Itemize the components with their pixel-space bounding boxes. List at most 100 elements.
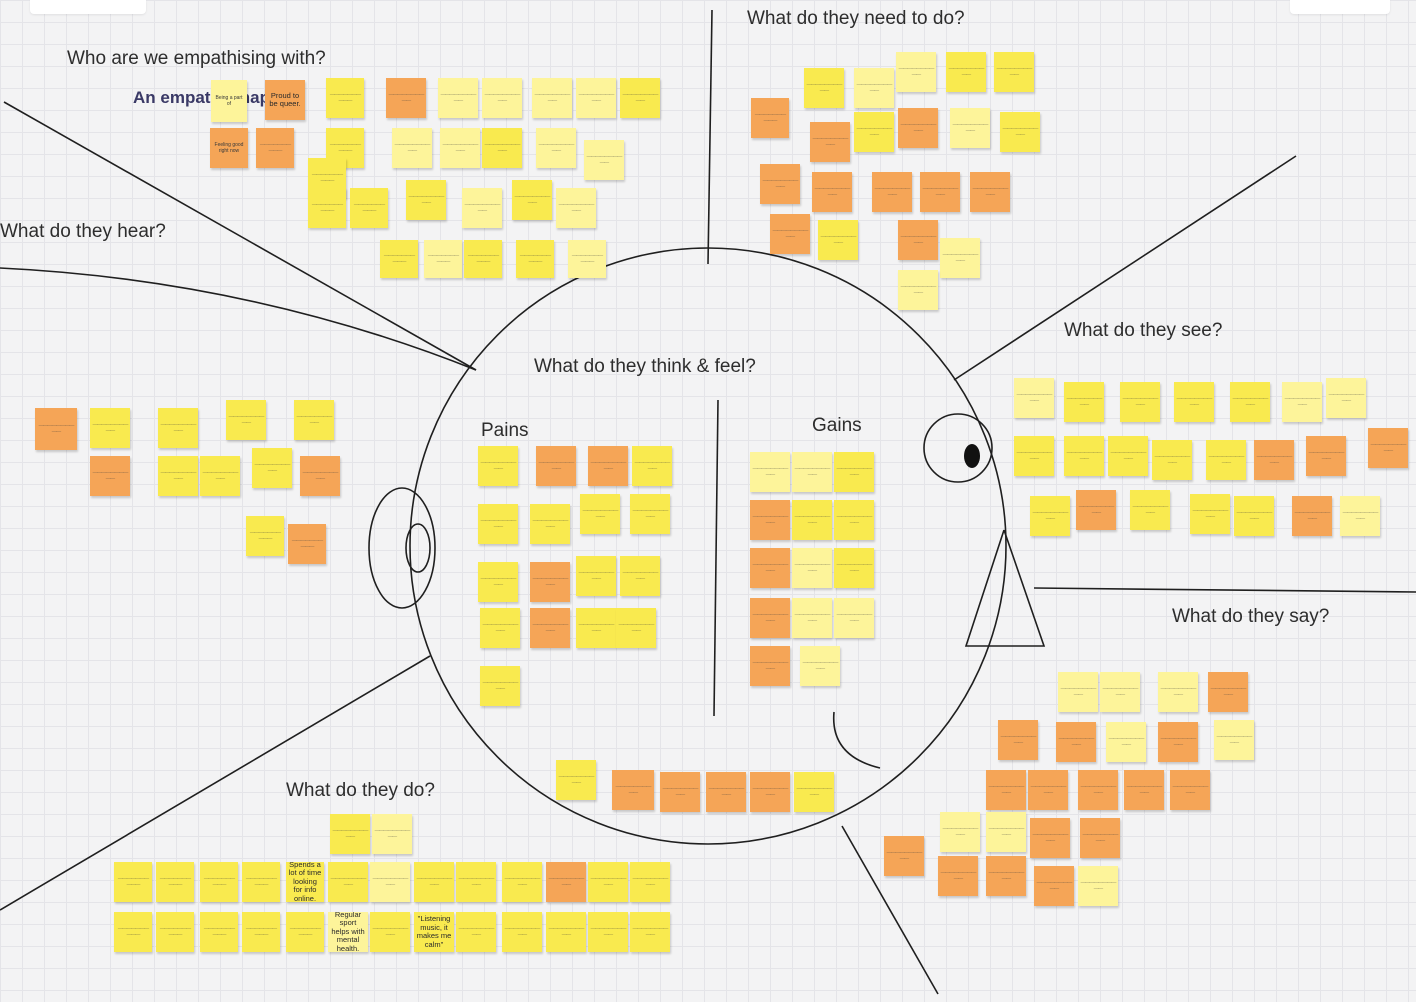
sticky-note[interactable]: — — — — — — — — — — (630, 862, 670, 902)
sticky-note[interactable]: — — — — — — — — — — (372, 814, 412, 854)
sticky-note[interactable]: — — — — — — — — — — (90, 408, 130, 448)
sticky-note[interactable]: Proud to be queer. (265, 80, 305, 120)
sticky-note[interactable]: — — — — — — — — — — (1206, 440, 1246, 480)
sticky-note[interactable]: — — — — — — — — — — (328, 862, 368, 902)
sticky-note[interactable]: — — — — — — — — — — (898, 270, 938, 310)
sticky-note[interactable]: — — — — — — — — — — (898, 220, 938, 260)
sticky-note[interactable]: — — — — — — — — — — (1028, 770, 1068, 810)
sticky-note[interactable]: — — — — — — — — — — (1234, 496, 1274, 536)
sticky-note[interactable]: — — — — — — — — — — (1158, 672, 1198, 712)
sticky-note[interactable]: — — — — — — — — — — (1190, 494, 1230, 534)
sticky-note[interactable]: — — — — — — — — — — (480, 666, 520, 706)
sticky-note[interactable]: — — — — — — — — — — (1078, 770, 1118, 810)
sticky-note[interactable]: — — — — — — — — — — (854, 68, 894, 108)
sticky-note[interactable]: — — — — — — — — — — (1064, 382, 1104, 422)
sticky-note[interactable]: — — — — — — — — — — (584, 140, 624, 180)
sticky-note[interactable]: — — — — — — — — — — (1030, 818, 1070, 858)
sticky-note[interactable]: — — — — — — — — — — (896, 52, 936, 92)
sticky-note[interactable]: — — — — — — — — — — (1368, 428, 1408, 468)
sticky-note[interactable]: — — — — — — — — — — (872, 172, 912, 212)
sticky-note[interactable]: — — — — — — — — — — (920, 172, 960, 212)
sticky-note[interactable]: — — — — — — — — — — (438, 78, 478, 118)
sticky-note[interactable]: — — — — — — — — — — (392, 128, 432, 168)
sticky-note[interactable]: — — — — — — — — — — (1326, 378, 1366, 418)
sticky-note[interactable]: — — — — — — — — — — (1214, 720, 1254, 760)
sticky-note[interactable]: — — — — — — — — — — (114, 862, 152, 902)
sticky-note[interactable]: — — — — — — — — — — (90, 456, 130, 496)
sticky-note[interactable]: — — — — — — — — — — (1170, 770, 1210, 810)
sticky-note[interactable]: — — — — — — — — — — (516, 240, 554, 278)
sticky-note[interactable]: — — — — — — — — — — (580, 494, 620, 534)
sticky-note[interactable]: — — — — — — — — — — (242, 912, 280, 952)
sticky-note[interactable]: — — — — — — — — — — (1030, 496, 1070, 536)
sticky-note[interactable]: — — — — — — — — — — (576, 556, 616, 596)
sticky-note[interactable]: — — — — — — — — — — (252, 448, 292, 488)
sticky-note[interactable]: — — — — — — — — — — (706, 772, 746, 812)
sticky-note[interactable]: — — — — — — — — — — (854, 112, 894, 152)
sticky-note[interactable]: — — — — — — — — — — (1078, 866, 1118, 906)
sticky-note[interactable]: — — — — — — — — — — (536, 446, 576, 486)
sticky-note[interactable]: — — — — — — — — — — (750, 500, 790, 540)
sticky-note[interactable]: — — — — — — — — — — (750, 772, 790, 812)
sticky-note[interactable]: — — — — — — — — — — (456, 912, 496, 952)
sticky-note[interactable]: — — — — — — — — — — (226, 400, 266, 440)
sticky-note[interactable]: — — — — — — — — — — (242, 862, 280, 902)
sticky-note[interactable]: — — — — — — — — — — (588, 862, 628, 902)
sticky-note[interactable]: — — — — — — — — — — (1124, 770, 1164, 810)
sticky-note[interactable]: — — — — — — — — — — (482, 78, 522, 118)
sticky-note[interactable]: — — — — — — — — — — (818, 220, 858, 260)
sticky-note[interactable]: — — — — — — — — — — (380, 240, 418, 278)
sticky-note[interactable]: — — — — — — — — — — (751, 98, 789, 138)
sticky-note[interactable]: — — — — — — — — — — (794, 772, 834, 812)
sticky-note[interactable]: — — — — — — — — — — (576, 78, 616, 118)
sticky-note[interactable]: — — — — — — — — — — (660, 772, 700, 812)
sticky-note[interactable]: — — — — — — — — — — (986, 856, 1026, 896)
sticky-note[interactable]: — — — — — — — — — — (620, 78, 660, 118)
sticky-note[interactable]: — — — — — — — — — — (940, 238, 980, 278)
sticky-note[interactable]: — — — — — — — — — — (792, 598, 832, 638)
sticky-note[interactable]: — — — — — — — — — — (834, 548, 874, 588)
sticky-note[interactable]: — — — — — — — — — — (1080, 818, 1120, 858)
sticky-note[interactable]: — — — — — — — — — — (792, 500, 832, 540)
sticky-note[interactable]: — — — — — — — — — — (1100, 672, 1140, 712)
sticky-note[interactable]: — — — — — — — — — — (300, 456, 340, 496)
sticky-note[interactable]: — — — — — — — — — — (114, 912, 152, 952)
sticky-note[interactable]: — — — — — — — — — — (834, 500, 874, 540)
sticky-note[interactable]: — — — — — — — — — — (568, 240, 606, 278)
sticky-note[interactable]: — — — — — — — — — — (1174, 382, 1214, 422)
sticky-note[interactable]: — — — — — — — — — — (462, 188, 502, 228)
sticky-note[interactable]: — — — — — — — — — — (482, 128, 522, 168)
sticky-note[interactable]: — — — — — — — — — — (946, 52, 986, 92)
sticky-note[interactable]: — — — — — — — — — — (998, 720, 1038, 760)
sticky-note[interactable]: — — — — — — — — — — (256, 128, 294, 168)
sticky-note[interactable]: — — — — — — — — — — (424, 240, 462, 278)
sticky-note[interactable]: — — — — — — — — — — (286, 912, 324, 952)
sticky-note[interactable]: — — — — — — — — — — (938, 856, 978, 896)
sticky-note[interactable]: — — — — — — — — — — (478, 562, 518, 602)
sticky-note[interactable]: — — — — — — — — — — (478, 504, 518, 544)
sticky-note[interactable]: — — — — — — — — — — (414, 862, 454, 902)
sticky-note[interactable]: — — — — — — — — — — (588, 446, 628, 486)
sticky-note[interactable]: — — — — — — — — — — (792, 548, 832, 588)
sticky-note[interactable]: — — — — — — — — — — (800, 646, 840, 686)
sticky-note[interactable]: — — — — — — — — — — (576, 608, 616, 648)
sticky-note[interactable]: Feeling good right now (210, 128, 248, 168)
sticky-note[interactable]: — — — — — — — — — — (156, 862, 194, 902)
sticky-note[interactable]: — — — — — — — — — — (512, 180, 552, 220)
sticky-note[interactable]: — — — — — — — — — — (1000, 112, 1040, 152)
sticky-note[interactable]: — — — — — — — — — — (616, 608, 656, 648)
sticky-note[interactable]: — — — — — — — — — — (1034, 866, 1074, 906)
sticky-note[interactable]: — — — — — — — — — — (986, 770, 1026, 810)
sticky-note[interactable]: — — — — — — — — — — (812, 172, 852, 212)
sticky-note[interactable]: — — — — — — — — — — (478, 446, 518, 486)
sticky-note[interactable]: "Listening music, it makes me calm" (414, 912, 454, 952)
sticky-note[interactable]: — — — — — — — — — — (536, 128, 576, 168)
sticky-note[interactable]: — — — — — — — — — — (440, 128, 480, 168)
sticky-note[interactable]: — — — — — — — — — — (502, 862, 542, 902)
sticky-note[interactable]: — — — — — — — — — — (288, 524, 326, 564)
sticky-note[interactable]: — — — — — — — — — — (158, 408, 198, 448)
sticky-note[interactable]: — — — — — — — — — — (1130, 490, 1170, 530)
sticky-note[interactable]: — — — — — — — — — — (406, 180, 446, 220)
sticky-note[interactable]: — — — — — — — — — — (834, 452, 874, 492)
sticky-note[interactable]: — — — — — — — — — — (1340, 496, 1380, 536)
